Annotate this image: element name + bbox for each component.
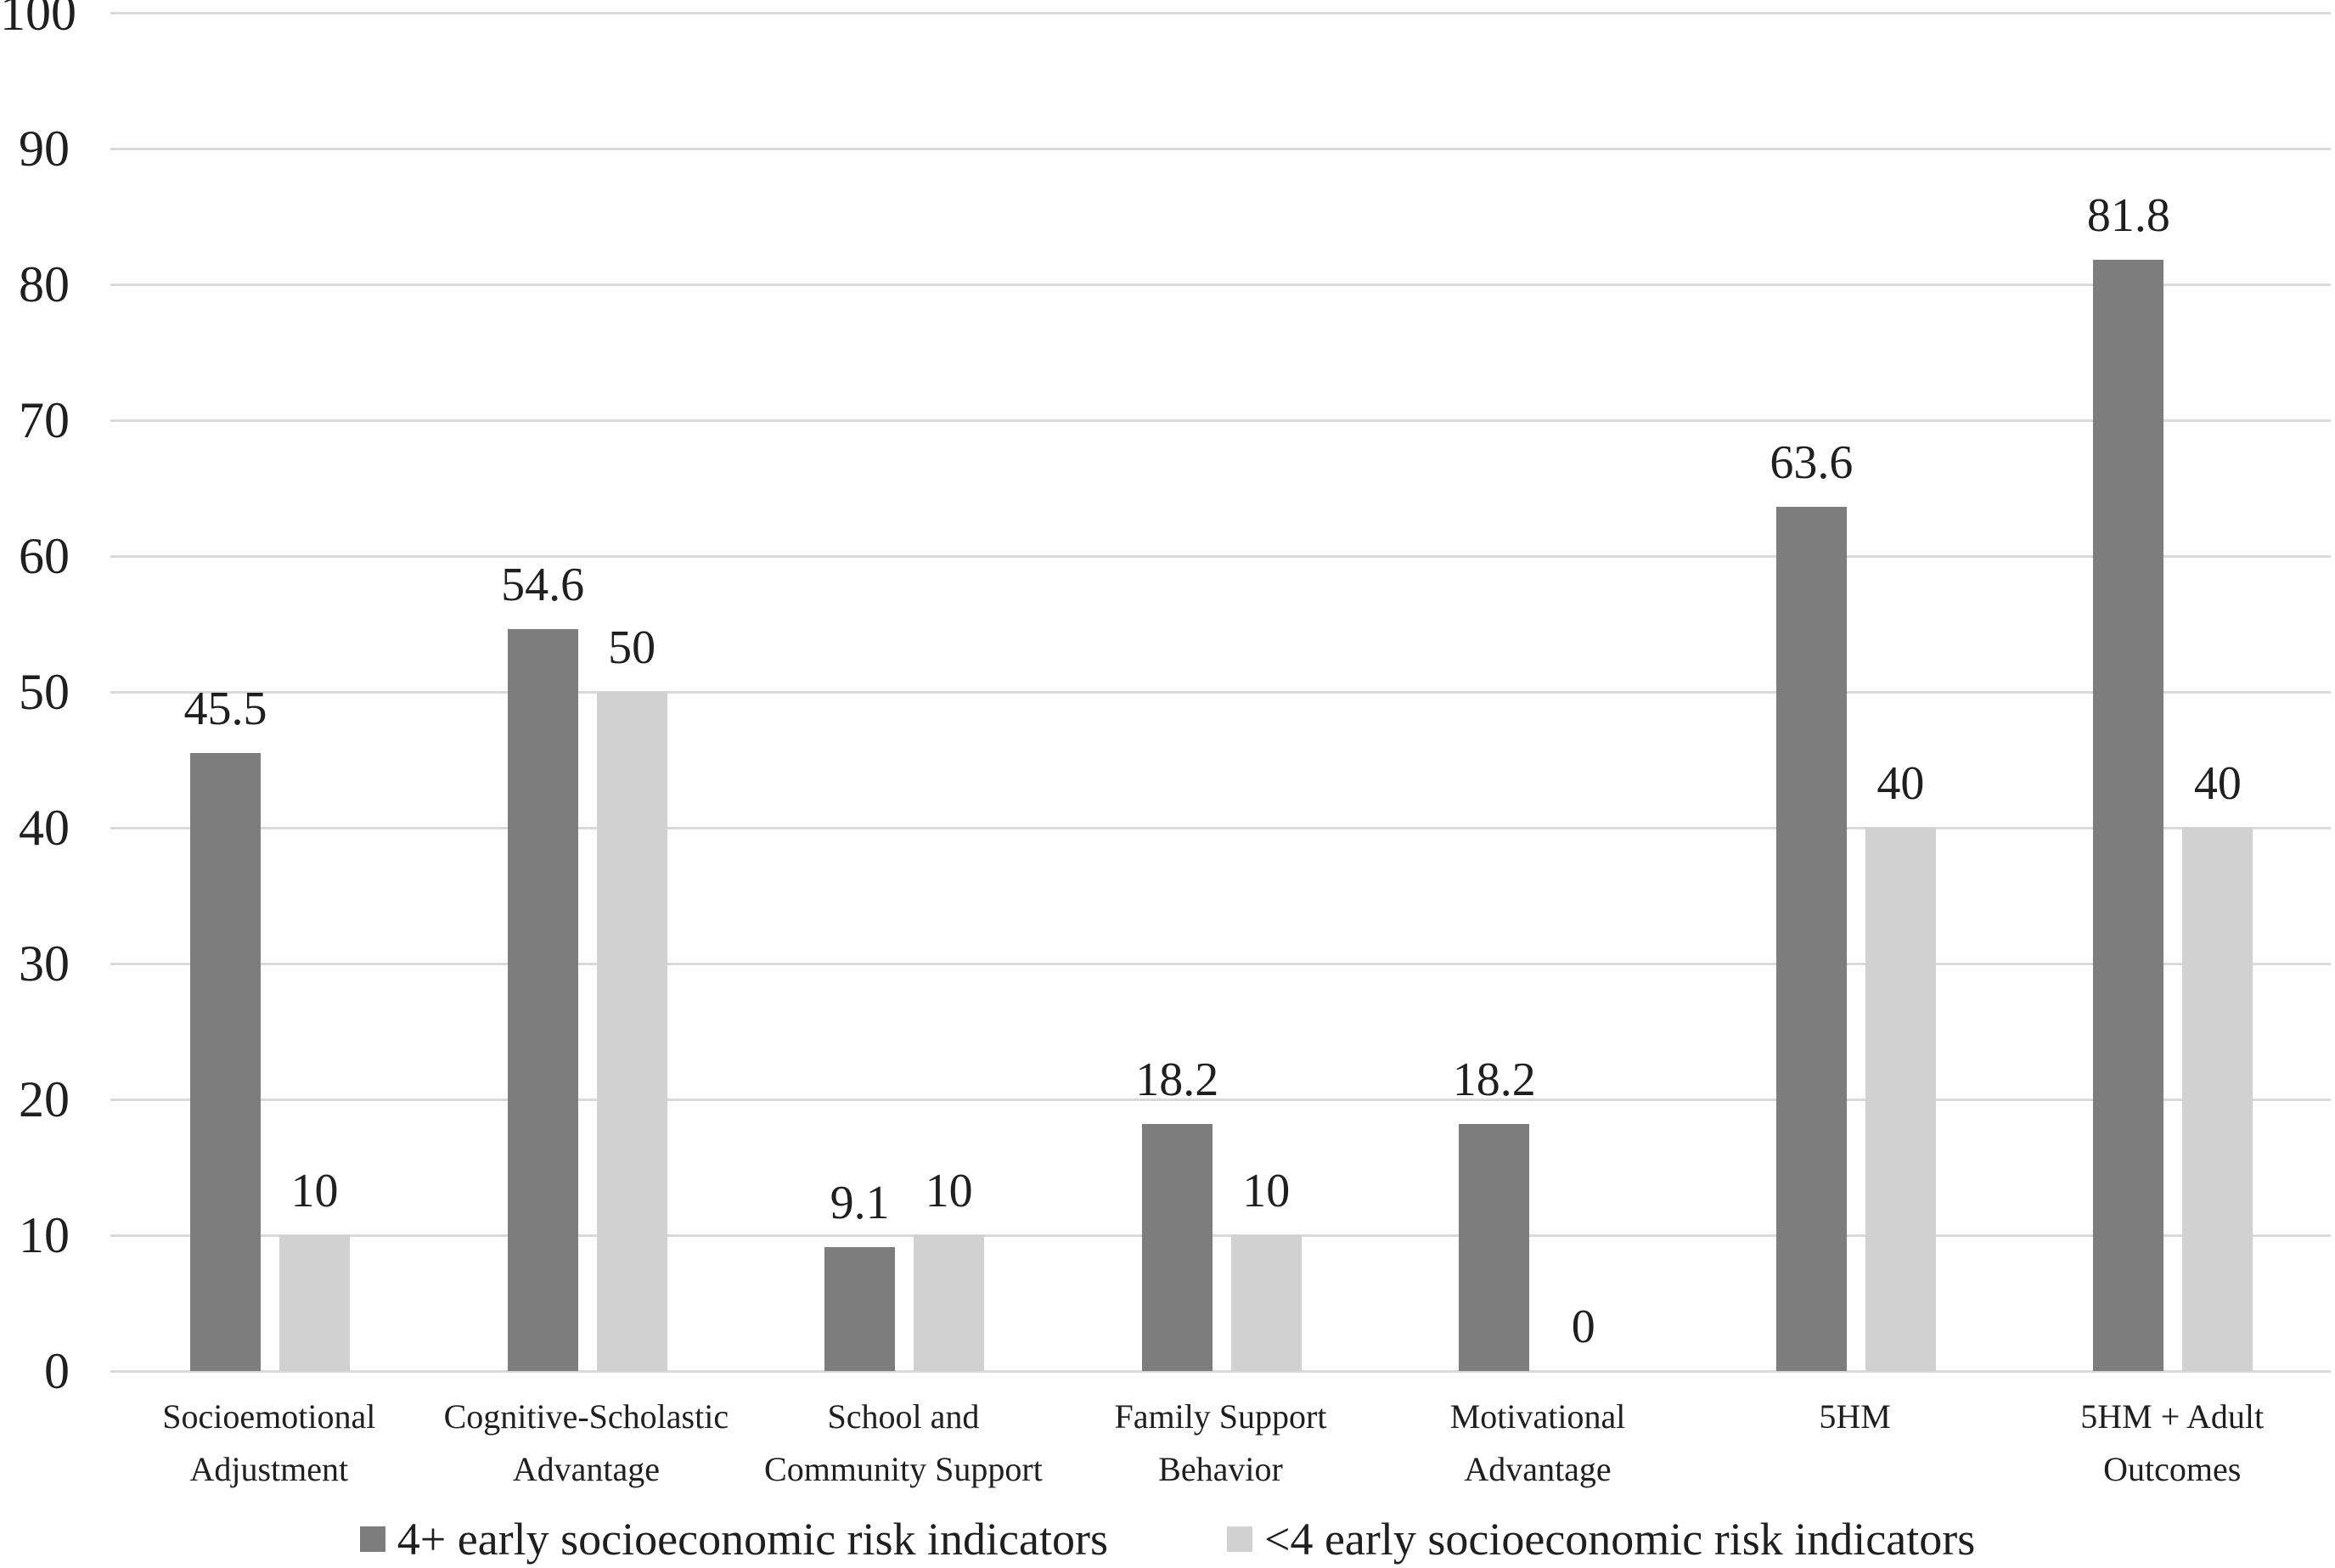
gridline <box>110 1098 2331 1101</box>
bar <box>596 692 667 1371</box>
bar-value-label: 54.6 <box>501 559 585 612</box>
gridline <box>110 826 2331 829</box>
bar-value-label: 9.1 <box>830 1177 890 1230</box>
x-category-label: School and Community Support <box>764 1397 1043 1488</box>
category-group: 18.2 10 <box>1062 13 1380 1371</box>
x-category-label: Cognitive-Scholastic Advantage <box>443 1397 729 1488</box>
bar-value-label: 18.2 <box>1135 1053 1219 1106</box>
bar-value-label: 63.6 <box>1770 436 1854 490</box>
bar <box>507 629 578 1371</box>
gridline <box>110 1234 2331 1237</box>
bar <box>279 1235 350 1371</box>
category-group: 54.6 50 <box>428 13 746 1371</box>
category-group: 63.6 40 <box>1696 13 2014 1371</box>
legend-swatch <box>359 1526 385 1552</box>
y-tick-label: 0 <box>44 1343 70 1399</box>
category-group: 81.8 40 <box>2013 13 2331 1371</box>
gridline <box>110 1369 2331 1373</box>
x-category-label: Family Support Behavior <box>1114 1397 1327 1488</box>
y-tick-label: 50 <box>19 664 70 720</box>
legend-item: <4 early socioeconomic risk indicators <box>1227 1513 1975 1565</box>
y-tick-label: 10 <box>19 1207 70 1263</box>
y-tick-label: 30 <box>19 936 70 992</box>
plot-area: 45.5 10 54.6 50 9.1 10 18.2 10 18.2 0 63.6 40 81.8 40 <box>110 11 2331 1373</box>
gridline <box>110 962 2331 965</box>
legend-swatch <box>1227 1526 1252 1552</box>
x-category-label: Motivational Advantage <box>1449 1397 1626 1488</box>
gridline <box>110 690 2331 694</box>
bar-value-label: 10 <box>925 1165 973 1217</box>
legend-label: 4+ early socioeconomic risk indicators <box>397 1514 1108 1565</box>
bar-value-label: 10 <box>290 1165 339 1217</box>
legend-item: 4+ early socioeconomic risk indicators <box>359 1513 1108 1565</box>
bar-value-label: 50 <box>608 621 656 674</box>
bar <box>2182 828 2253 1371</box>
y-tick-label: 20 <box>19 1071 70 1127</box>
bar-value-label: 40 <box>1876 757 1925 810</box>
bar-value-label: 18.2 <box>1452 1053 1536 1106</box>
gridline <box>110 147 2331 150</box>
category-group: 18.2 0 <box>1379 13 1696 1371</box>
category-group: 45.5 10 <box>110 13 428 1371</box>
bar <box>1775 507 1847 1371</box>
bar-value-label: 40 <box>2193 757 2242 810</box>
bar <box>824 1247 896 1371</box>
x-category-label: 5HM + Adult Outcomes <box>2080 1397 2265 1488</box>
bar-value-label: 81.8 <box>2086 189 2170 243</box>
gridline <box>110 554 2331 558</box>
y-tick-label: 70 <box>19 392 70 448</box>
category-group: 9.1 10 <box>745 13 1062 1371</box>
bar <box>1141 1123 1213 1371</box>
bar <box>190 753 261 1371</box>
bar-value-label: 0 <box>1571 1301 1595 1353</box>
y-tick-label: 100 <box>0 0 76 41</box>
bar-value-label: 45.5 <box>183 683 267 735</box>
bar <box>2093 260 2164 1371</box>
legend-label: <4 early socioeconomic risk indicators <box>1264 1514 1976 1565</box>
gridline <box>110 419 2331 422</box>
y-tick-label: 90 <box>19 121 70 177</box>
gridline <box>110 283 2331 286</box>
y-tick-label: 60 <box>19 528 70 584</box>
y-tick-label: 40 <box>19 800 70 856</box>
gridline <box>110 11 2331 14</box>
bar <box>1865 828 1936 1371</box>
x-category-label: 5HM <box>1819 1397 1891 1436</box>
legend: 4+ early socioeconomic risk indicators <4… <box>0 1509 2335 1568</box>
x-category-label: Socioemotional Adjustment <box>162 1397 376 1488</box>
y-tick-label: 80 <box>19 256 70 312</box>
bar <box>1459 1123 1530 1371</box>
bar <box>1230 1235 1302 1371</box>
bar-value-label: 10 <box>1242 1165 1291 1217</box>
bar <box>914 1235 985 1371</box>
